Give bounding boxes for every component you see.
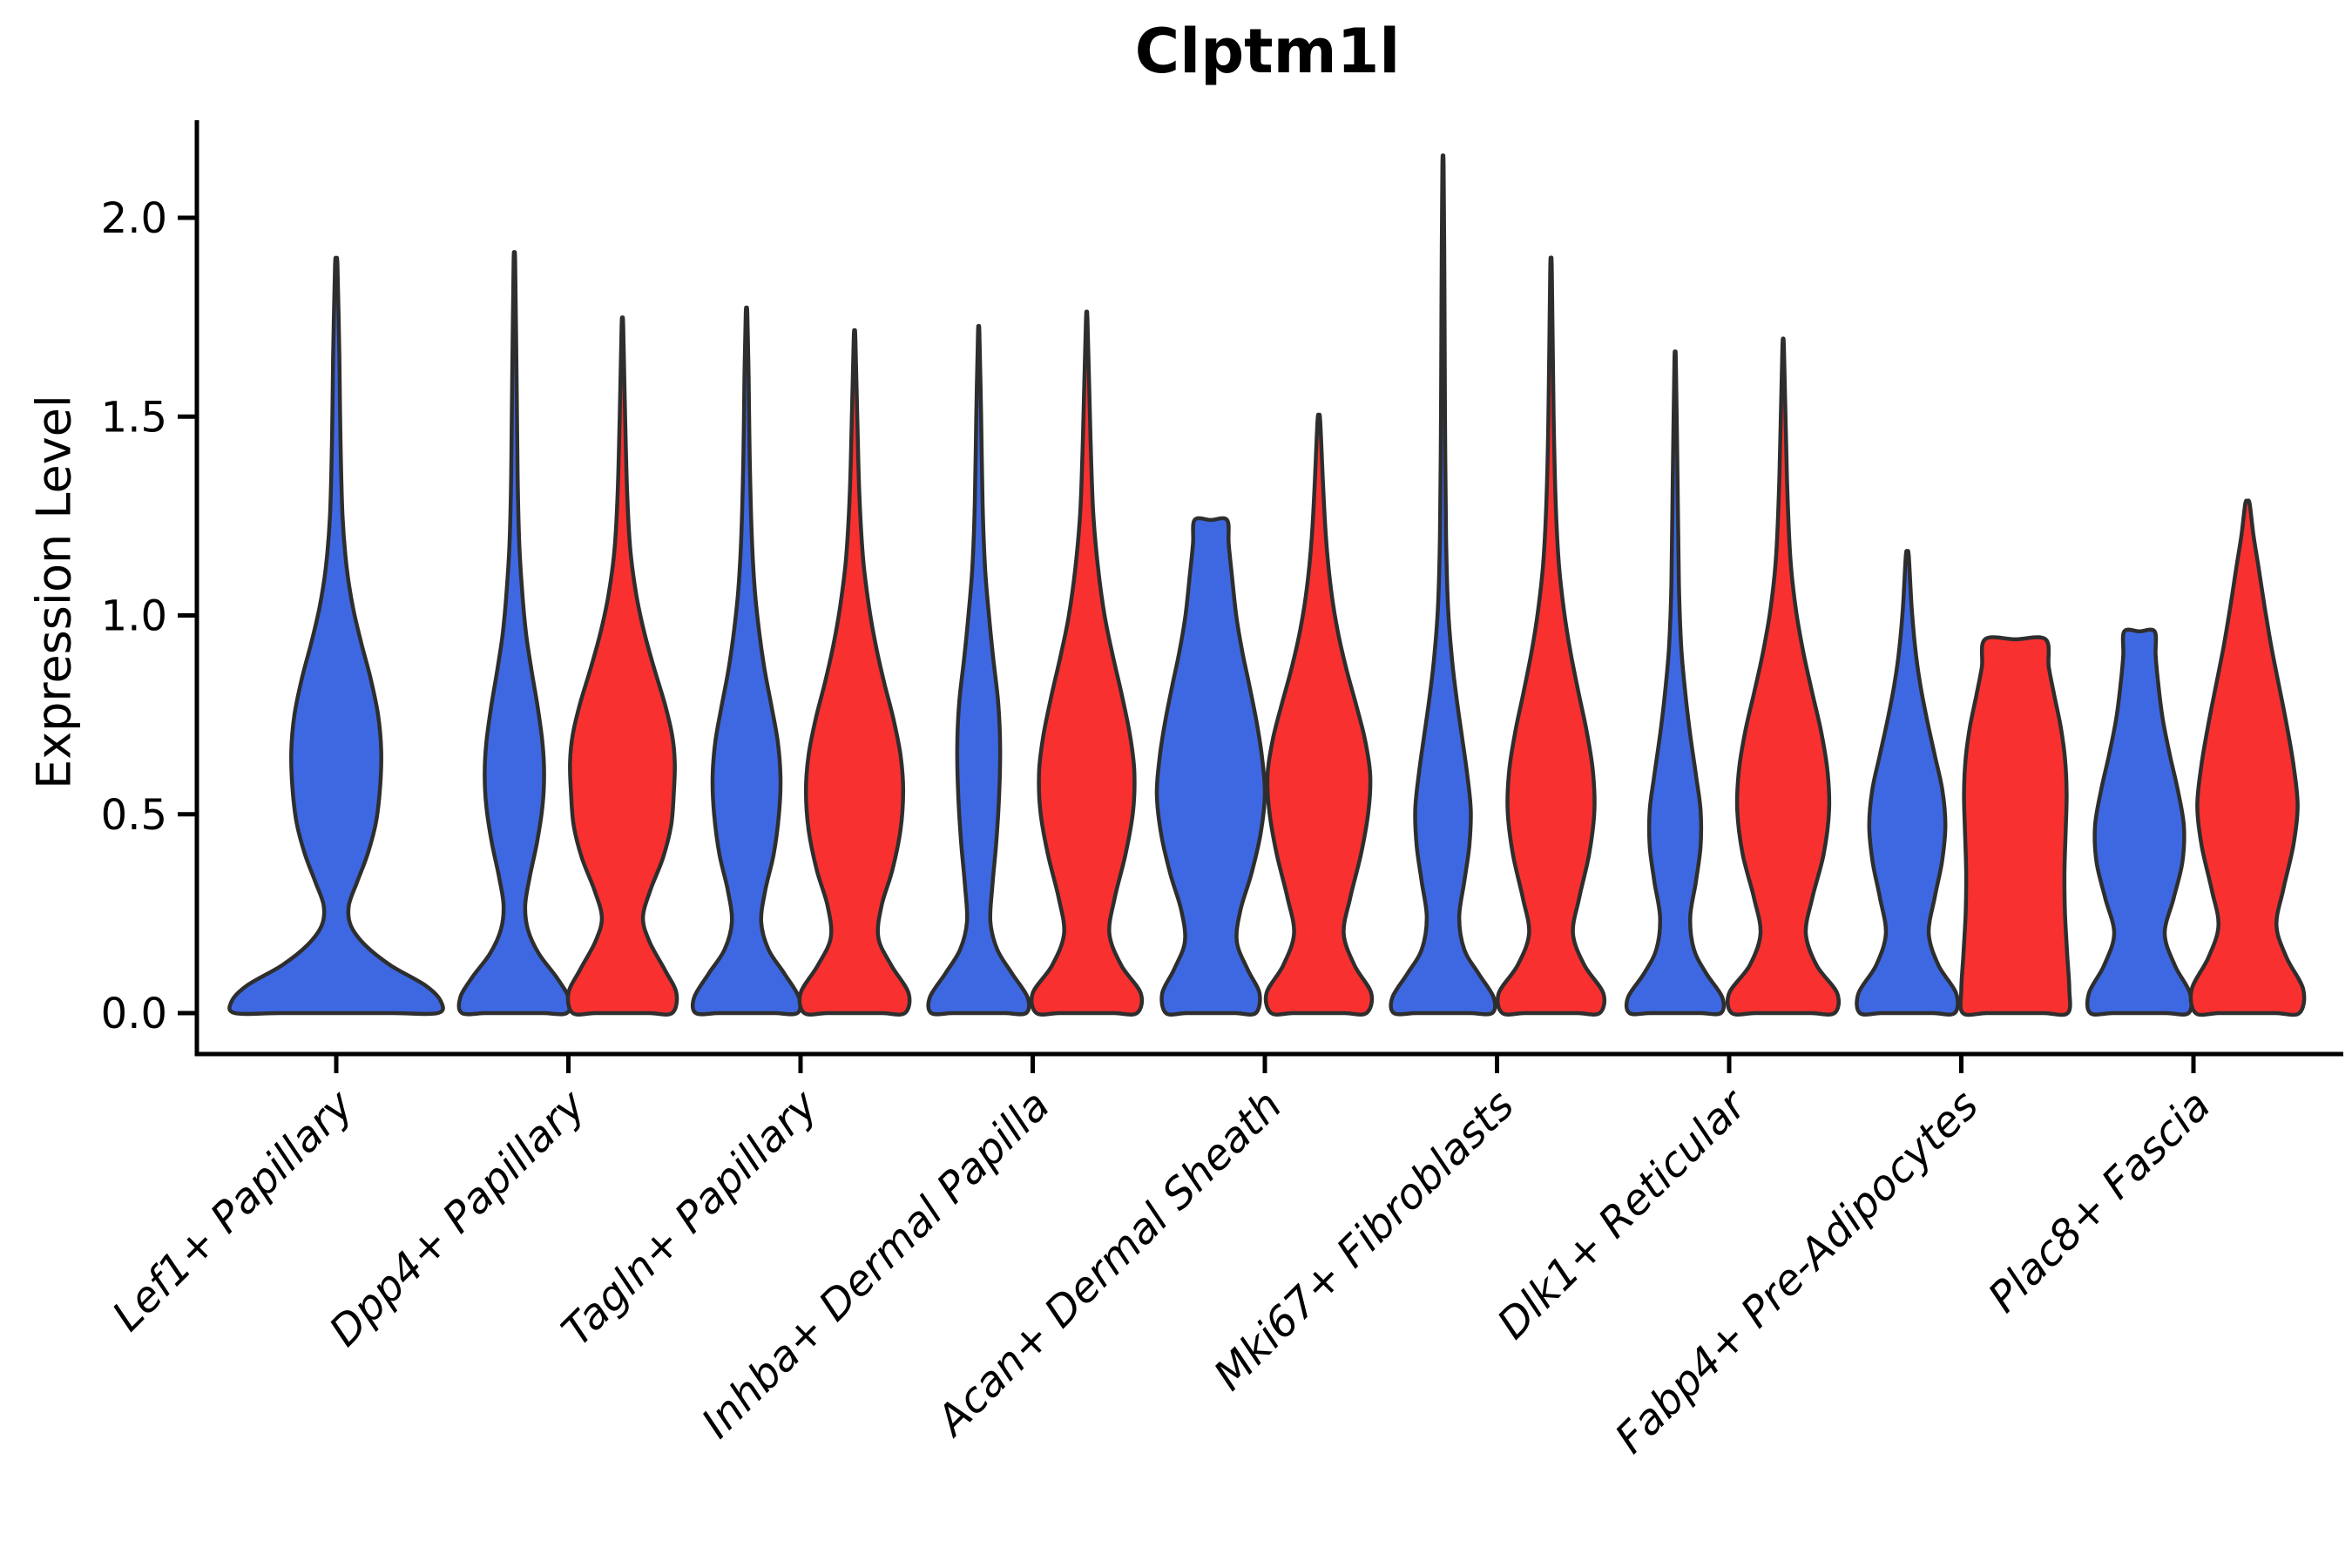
y-axis-label: Expression Level [26,395,82,789]
violin-mki67-fibroblasts-red [1495,255,1607,1017]
violin-dlk1-reticular-red [1725,336,1842,1017]
violin-tagln-papillary-red [797,328,912,1017]
violin-dpp4-papillary-red [565,315,679,1017]
y-tick-label: 1.0 [101,592,167,641]
violin-acan-dermal-sheath-red [1263,412,1375,1017]
violin-inhba-dermal-papilla-blue [926,323,1031,1017]
y-tick-label: 0.5 [101,791,167,840]
violin-acan-dermal-sheath-blue [1154,516,1267,1017]
x-tick-label: Lef1+ Papillary [103,1080,363,1341]
violin-plac8-fascia-blue [2085,627,2194,1017]
violin-fabp4-pre-adipocytes-blue [1855,549,1960,1017]
violin-dlk1-reticular-blue [1624,349,1727,1017]
x-tick-label: Dlk1+ Reticular [1488,1079,1758,1349]
chart-title: Clptm1l [1134,16,1401,87]
x-tick-label: Plac8+ Fascia [1979,1081,2220,1322]
violin-fabp4-pre-adipocytes-red [1958,635,2072,1017]
violin-tagln-papillary-blue [690,305,803,1017]
x-tick-label: Dpp4+ Papillary [320,1080,595,1355]
violin-plac8-fascia-red [2188,498,2307,1017]
violin-mki67-fibroblasts-blue [1389,153,1497,1017]
violin-lef1-papillary-blue [227,255,445,1017]
y-tick-label: 0.0 [101,990,167,1038]
violin-inhba-dermal-papilla-red [1029,309,1145,1017]
y-tick-label: 2.0 [101,194,167,243]
x-tick-label: Tagln+ Papillary [552,1080,828,1355]
violin-dpp4-papillary-blue [456,250,572,1017]
y-tick-label: 1.5 [101,393,167,442]
